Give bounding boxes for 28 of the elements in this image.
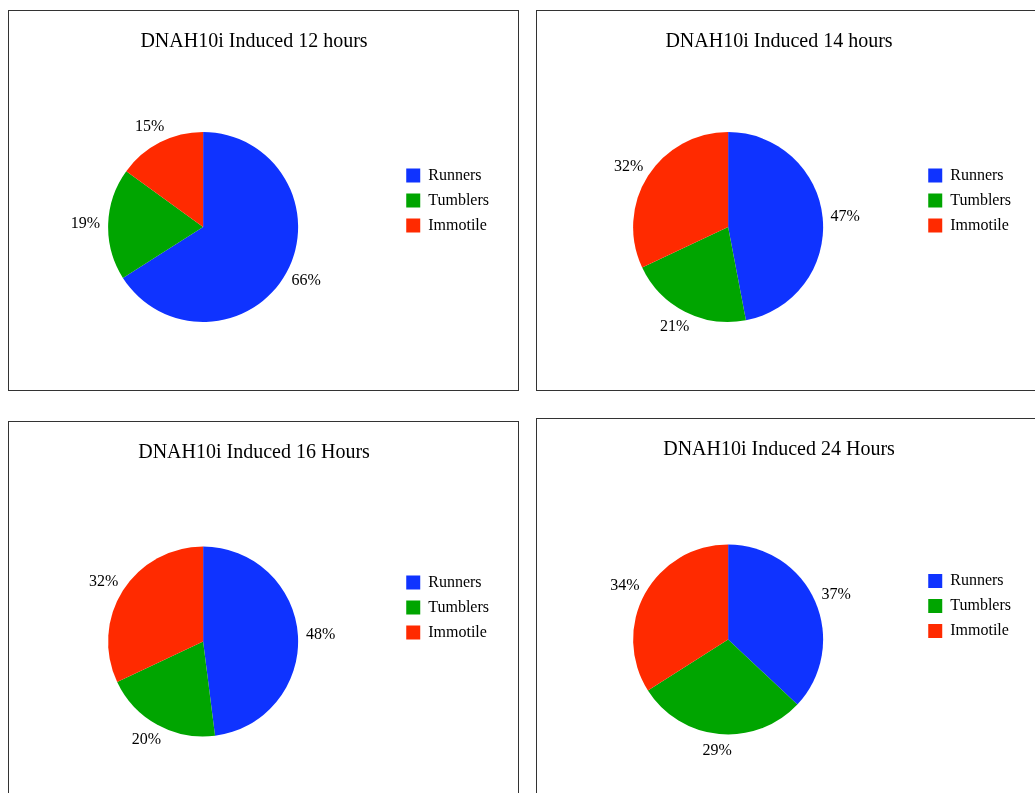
data-label: 32% <box>614 157 644 175</box>
chart-title: DNAH10i Induced 16 Hours <box>138 440 371 463</box>
data-label: 29% <box>702 741 732 759</box>
chart-title: DNAH10i Induced 24 Hours <box>663 437 896 460</box>
data-label: 19% <box>70 213 101 231</box>
data-label: 37% <box>821 585 851 603</box>
data-label: 34% <box>610 575 640 593</box>
legend-label: Runners <box>428 572 482 590</box>
legend-label: Runners <box>950 571 1004 589</box>
data-label: 15% <box>135 117 165 135</box>
chart-title: DNAH10i Induced 14 hours <box>665 29 893 52</box>
data-label: 21% <box>660 317 690 334</box>
data-label: 47% <box>830 206 860 224</box>
legend-label: Immotile <box>428 215 487 233</box>
chart-title: DNAH10i Induced 12 hours <box>140 29 368 52</box>
legend-label: Tumblers <box>428 597 490 615</box>
legend-label: Immotile <box>428 622 487 640</box>
data-label: 20% <box>131 729 162 747</box>
legend-label: Tumblers <box>950 190 1012 208</box>
data-label: 48% <box>305 624 336 642</box>
legend-label: Tumblers <box>950 596 1012 614</box>
legend-label: Runners <box>950 165 1004 183</box>
data-label: 32% <box>89 571 119 589</box>
legend-label: Tumblers <box>428 190 490 208</box>
legend-label: Immotile <box>950 621 1009 639</box>
data-label: 66% <box>291 271 321 289</box>
legend-label: Immotile <box>950 215 1009 233</box>
legend-label: Runners <box>428 165 482 183</box>
